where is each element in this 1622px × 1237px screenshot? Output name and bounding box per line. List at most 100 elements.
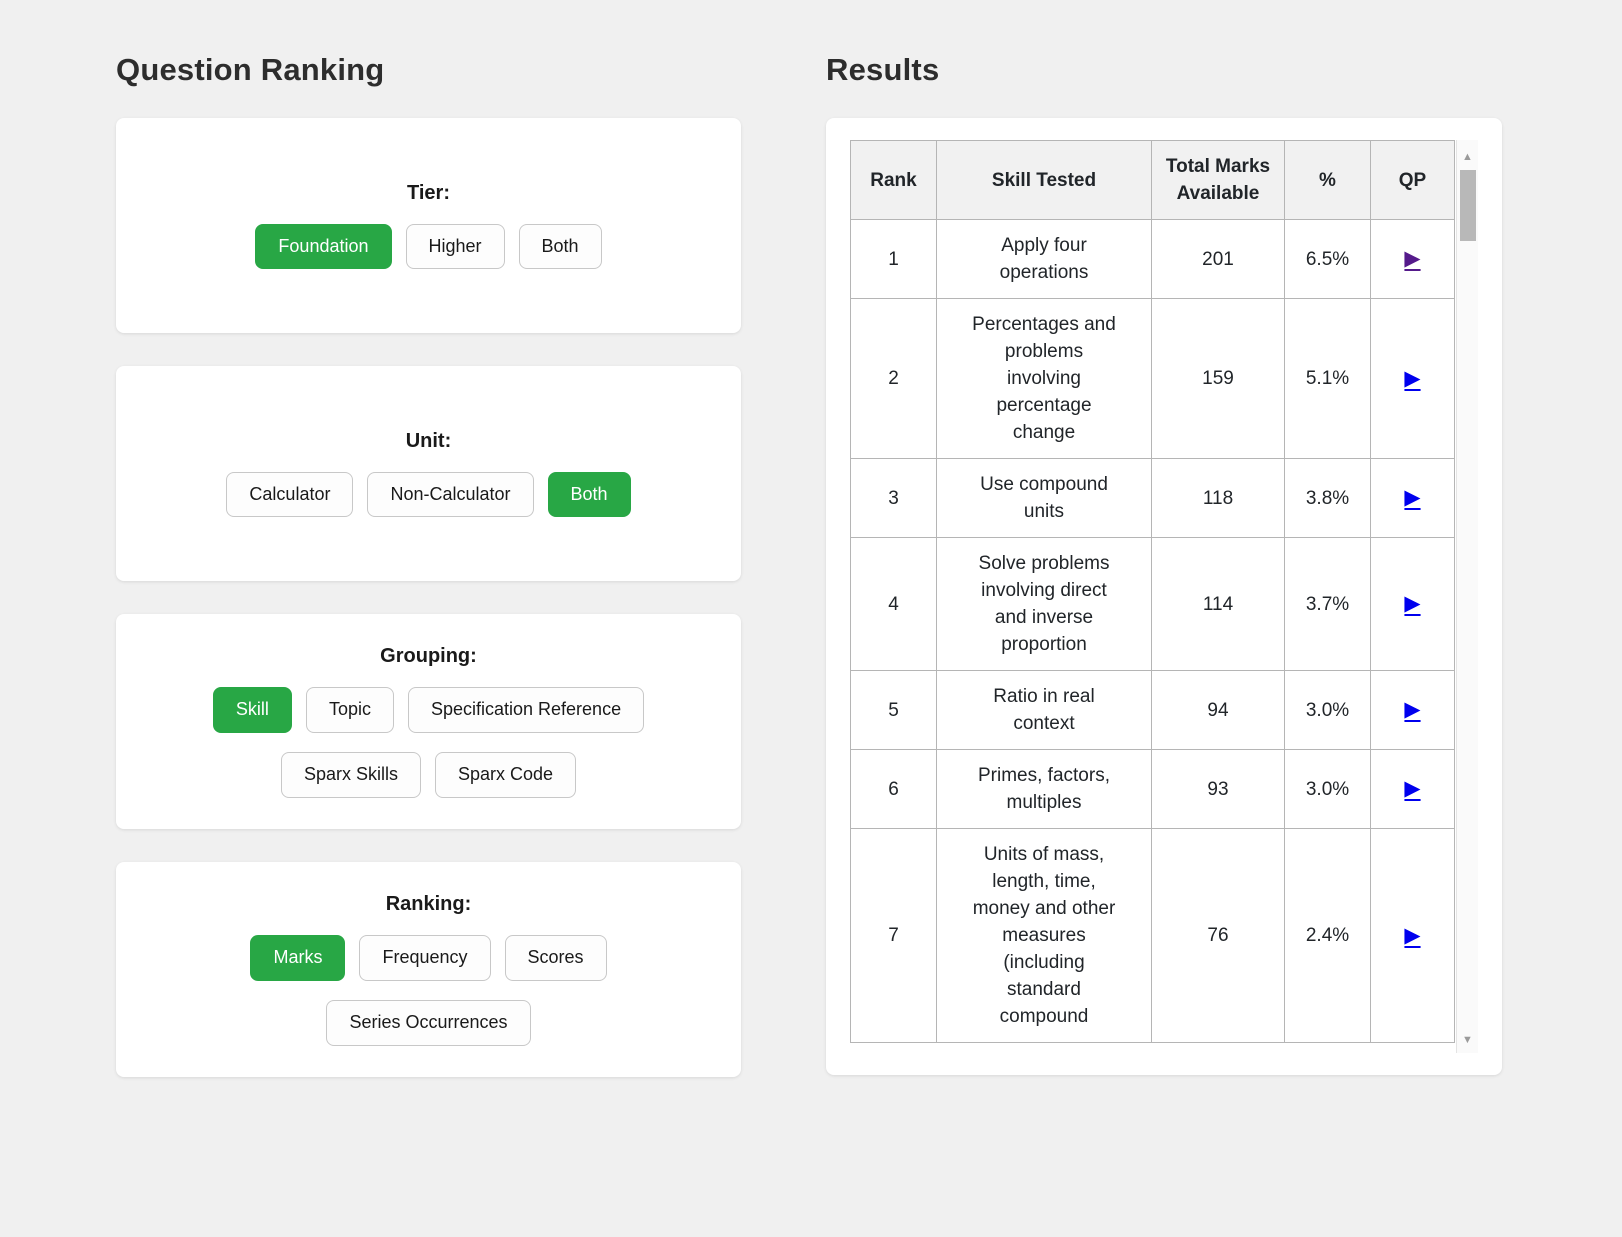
question-ranking-panel: Question Ranking Tier: Foundation Higher… <box>116 0 741 1110</box>
percent-cell: 2.4% <box>1284 828 1371 1043</box>
scroll-up-arrow[interactable]: ▲ <box>1462 151 1473 163</box>
marks-cell: 201 <box>1151 219 1285 299</box>
percent-cell: 3.7% <box>1284 537 1371 671</box>
scroll-down-arrow[interactable]: ▼ <box>1462 1034 1473 1046</box>
ranking-marks-button[interactable]: Marks <box>250 935 346 981</box>
ranking-button-row-1: Marks Frequency Scores <box>250 935 607 981</box>
results-panel: Results Rank Skill Tested Total Marks Av… <box>826 0 1502 1075</box>
grouping-button-row-2: Sparx Skills Sparx Code <box>280 752 577 798</box>
ranking-label: Ranking: <box>385 893 472 916</box>
qp-cell: ▶ <box>1370 219 1455 299</box>
col-header-skill-tested: Skill Tested <box>936 140 1152 220</box>
tier-filter-card: Tier: Foundation Higher Both <box>116 118 741 333</box>
play-icon: ▶ <box>1404 366 1421 390</box>
rank-cell: 3 <box>850 458 937 538</box>
qp-play-link[interactable]: ▶ <box>1404 486 1420 509</box>
percent-cell: 3.0% <box>1284 670 1371 750</box>
ranking-filter-card: Ranking: Marks Frequency Scores Series O… <box>116 862 741 1077</box>
grouping-button-row-1: Skill Topic Specification Reference <box>212 687 645 733</box>
grouping-sparx-skills-button[interactable]: Sparx Skills <box>280 752 421 798</box>
marks-cell: 114 <box>1151 537 1285 671</box>
qp-cell: ▶ <box>1370 670 1455 750</box>
percent-cell: 5.1% <box>1284 298 1371 459</box>
tier-foundation-button[interactable]: Foundation <box>255 223 392 270</box>
results-table: Rank Skill Tested Total Marks Available … <box>850 140 1455 1043</box>
results-scroll-region[interactable]: Rank Skill Tested Total Marks Available … <box>850 140 1478 1053</box>
skill-cell: Apply four operations <box>936 219 1152 299</box>
unit-button-row: Calculator Non-Calculator Both <box>226 471 631 518</box>
results-card: Rank Skill Tested Total Marks Available … <box>826 118 1502 1075</box>
grouping-sparx-code-button[interactable]: Sparx Code <box>434 752 577 798</box>
table-row: 4 Solve problems involving direct and in… <box>850 537 1455 671</box>
grouping-specification-reference-button[interactable]: Specification Reference <box>407 687 645 733</box>
tier-both-button[interactable]: Both <box>518 223 602 270</box>
rank-cell: 7 <box>850 828 937 1043</box>
grouping-topic-button[interactable]: Topic <box>305 687 394 733</box>
qp-cell: ▶ <box>1370 828 1455 1043</box>
col-header-rank: Rank <box>850 140 937 220</box>
skill-cell: Percentages and problems involving perce… <box>936 298 1152 459</box>
rank-cell: 1 <box>850 219 937 299</box>
unit-both-button[interactable]: Both <box>547 471 631 518</box>
table-header-row: Rank Skill Tested Total Marks Available … <box>850 140 1455 220</box>
qp-play-link[interactable]: ▶ <box>1404 698 1420 721</box>
rank-cell: 2 <box>850 298 937 459</box>
col-header-percent: % <box>1284 140 1371 220</box>
percent-cell: 6.5% <box>1284 219 1371 299</box>
table-scrollbar[interactable]: ▲ ▼ <box>1456 140 1478 1053</box>
marks-cell: 93 <box>1151 749 1285 829</box>
play-icon: ▶ <box>1404 923 1421 947</box>
grouping-filter-card: Grouping: Skill Topic Specification Refe… <box>116 614 741 829</box>
table-row: 6 Primes, factors, multiples 93 3.0% ▶ <box>850 749 1455 829</box>
table-row: 5 Ratio in real context 94 3.0% ▶ <box>850 670 1455 750</box>
play-icon: ▶ <box>1404 592 1421 615</box>
qp-play-link[interactable]: ▶ <box>1404 592 1420 615</box>
qp-cell: ▶ <box>1370 458 1455 538</box>
play-icon: ▶ <box>1404 777 1421 800</box>
play-icon: ▶ <box>1404 247 1421 270</box>
skill-cell: Solve problems involving direct and inve… <box>936 537 1152 671</box>
qp-cell: ▶ <box>1370 298 1455 459</box>
rank-cell: 4 <box>850 537 937 671</box>
table-row: 2 Percentages and problems involving per… <box>850 298 1455 459</box>
rank-cell: 6 <box>850 749 937 829</box>
col-header-total-marks-available: Total Marks Available <box>1151 140 1285 220</box>
skill-cell: Use compound units <box>936 458 1152 538</box>
qp-play-link[interactable]: ▶ <box>1404 247 1420 270</box>
table-row: 3 Use compound units 118 3.8% ▶ <box>850 458 1455 538</box>
qp-cell: ▶ <box>1370 537 1455 671</box>
ranking-frequency-button[interactable]: Frequency <box>359 935 491 981</box>
results-title: Results <box>826 52 940 87</box>
unit-label: Unit: <box>405 429 452 452</box>
table-row: 7 Units of mass, length, time, money and… <box>850 828 1455 1043</box>
unit-calculator-button[interactable]: Calculator <box>226 471 354 518</box>
qp-play-link[interactable]: ▶ <box>1404 777 1420 800</box>
skill-cell: Primes, factors, multiples <box>936 749 1152 829</box>
ranking-button-row-2: Series Occurrences <box>326 1000 531 1046</box>
scrollbar-thumb[interactable] <box>1460 170 1476 241</box>
percent-cell: 3.0% <box>1284 749 1371 829</box>
play-icon: ▶ <box>1404 698 1421 721</box>
unit-non-calculator-button[interactable]: Non-Calculator <box>367 471 534 518</box>
page-title: Question Ranking <box>116 52 385 87</box>
skill-cell: Ratio in real context <box>936 670 1152 750</box>
qp-cell: ▶ <box>1370 749 1455 829</box>
col-header-qp: QP <box>1370 140 1455 220</box>
marks-cell: 159 <box>1151 298 1285 459</box>
qp-play-link[interactable]: ▶ <box>1404 367 1420 390</box>
qp-play-link[interactable]: ▶ <box>1404 924 1420 947</box>
percent-cell: 3.8% <box>1284 458 1371 538</box>
skill-cell: Units of mass, length, time, money and o… <box>936 828 1152 1043</box>
tier-button-row: Foundation Higher Both <box>255 223 602 270</box>
play-icon: ▶ <box>1404 486 1421 509</box>
marks-cell: 76 <box>1151 828 1285 1043</box>
rank-cell: 5 <box>850 670 937 750</box>
marks-cell: 118 <box>1151 458 1285 538</box>
tier-label: Tier: <box>407 181 450 204</box>
table-row: 1 Apply four operations 201 6.5% ▶ <box>850 219 1455 299</box>
grouping-skill-button[interactable]: Skill <box>212 687 292 733</box>
tier-higher-button[interactable]: Higher <box>405 223 505 270</box>
ranking-scores-button[interactable]: Scores <box>504 935 607 981</box>
ranking-series-occurrences-button[interactable]: Series Occurrences <box>326 1000 531 1046</box>
unit-filter-card: Unit: Calculator Non-Calculator Both <box>116 366 741 581</box>
